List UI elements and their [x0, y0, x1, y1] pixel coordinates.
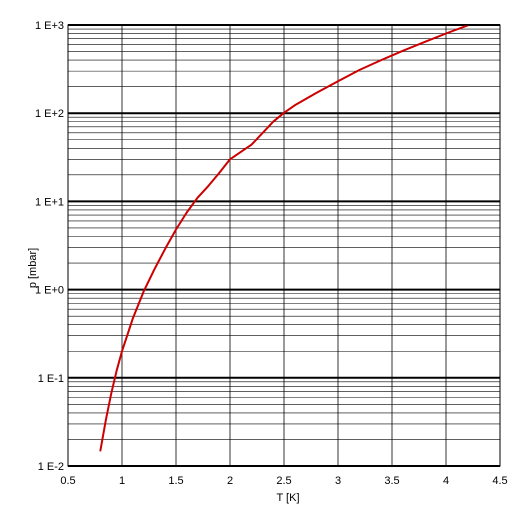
x-tick-label: 1: [119, 475, 125, 487]
y-tick-label: 1 E+2: [35, 108, 64, 120]
x-axis-label: T [K]: [276, 492, 299, 504]
plot-area-frame: [67, 24, 501, 467]
x-tick-labels: 0.5 1 1.5 2 2.5 3 3.5 4 4.5: [60, 475, 507, 487]
x-tick-label: 4: [443, 475, 449, 487]
x-tick-label: 2: [227, 475, 233, 487]
x-tick-label: 1.5: [168, 475, 183, 487]
x-tick-label: 2.5: [276, 475, 291, 487]
y-tick-label: 1 E+1: [35, 196, 64, 208]
series-layer: [99, 24, 469, 452]
x-tick-label: 3: [335, 475, 341, 487]
y-tick-label: 1 E+0: [35, 285, 64, 297]
series-line: [99, 24, 469, 452]
x-tick-label: 0.5: [60, 475, 75, 487]
y-tick-label: 1 E+3: [35, 20, 64, 32]
x-tick-label: 3.5: [384, 475, 399, 487]
x-tick-label: 4.5: [492, 475, 507, 487]
y-tick-label: 1 E-1: [38, 373, 64, 385]
y-tick-labels: 1 E-2 1 E-1 1 E+0 1 E+1 1 E+2 1 E+3: [35, 20, 64, 473]
y-tick-label: 1 E-2: [38, 461, 64, 473]
minor-gridlines: [67, 25, 501, 466]
y-axis-label: p [mbar]: [27, 248, 39, 288]
